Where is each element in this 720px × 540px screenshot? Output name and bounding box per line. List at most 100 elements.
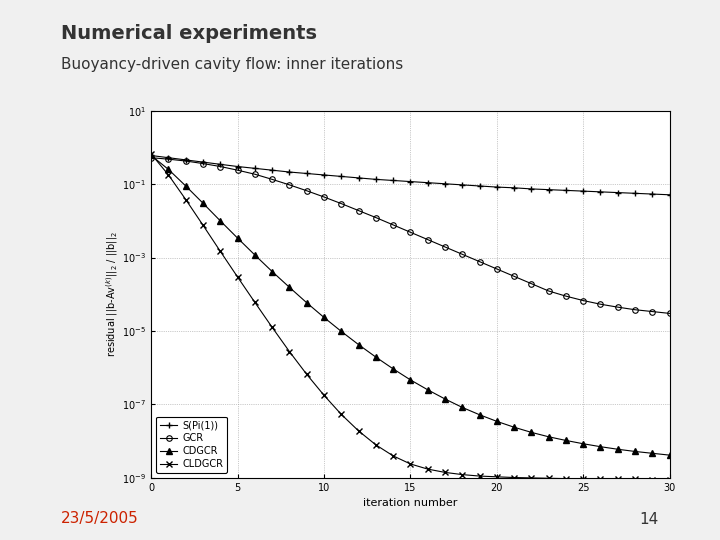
S(Pi(1))	[613, 190, 622, 196]
GCR	[441, 244, 449, 250]
Line: CLDGCR: CLDGCR	[148, 151, 672, 483]
GCR	[579, 298, 588, 304]
CDGCR	[268, 268, 276, 275]
Line: GCR: GCR	[148, 155, 672, 316]
CLDGCR	[337, 411, 346, 417]
CLDGCR	[181, 197, 190, 203]
S(Pi(1))	[596, 188, 605, 195]
S(Pi(1))	[268, 167, 276, 173]
GCR	[423, 237, 432, 243]
CLDGCR	[613, 476, 622, 483]
GCR	[302, 187, 311, 194]
S(Pi(1))	[181, 157, 190, 163]
GCR	[475, 258, 484, 265]
CDGCR	[631, 448, 639, 455]
S(Pi(1))	[475, 183, 484, 189]
S(Pi(1))	[441, 180, 449, 187]
GCR	[251, 171, 259, 178]
S(Pi(1))	[164, 154, 173, 161]
S(Pi(1))	[406, 178, 415, 185]
CLDGCR	[320, 392, 328, 399]
CDGCR	[147, 152, 156, 159]
Legend: S(Pi(1)), GCR, CDGCR, CLDGCR: S(Pi(1)), GCR, CDGCR, CLDGCR	[156, 416, 228, 473]
GCR	[458, 251, 467, 258]
Text: 23/5/2005: 23/5/2005	[61, 511, 139, 526]
GCR	[268, 176, 276, 183]
CLDGCR	[475, 473, 484, 480]
S(Pi(1))	[285, 169, 294, 176]
CDGCR	[164, 166, 173, 173]
CDGCR	[475, 411, 484, 418]
S(Pi(1))	[251, 165, 259, 172]
CLDGCR	[389, 453, 397, 459]
CDGCR	[372, 354, 380, 360]
CLDGCR	[251, 299, 259, 306]
GCR	[181, 158, 190, 164]
S(Pi(1))	[648, 191, 657, 197]
S(Pi(1))	[302, 170, 311, 177]
CDGCR	[302, 300, 311, 306]
GCR	[562, 293, 570, 299]
CDGCR	[562, 437, 570, 444]
CDGCR	[579, 441, 588, 447]
S(Pi(1))	[216, 161, 225, 167]
GCR	[492, 266, 501, 272]
CDGCR	[389, 366, 397, 372]
CLDGCR	[199, 222, 207, 228]
CLDGCR	[164, 172, 173, 178]
CLDGCR	[631, 476, 639, 483]
CLDGCR	[423, 466, 432, 472]
GCR	[613, 304, 622, 310]
S(Pi(1))	[389, 177, 397, 184]
Line: CDGCR: CDGCR	[148, 153, 672, 458]
GCR	[372, 214, 380, 221]
CLDGCR	[147, 151, 156, 157]
CLDGCR	[406, 461, 415, 467]
CDGCR	[510, 424, 518, 430]
GCR	[665, 310, 674, 316]
S(Pi(1))	[562, 187, 570, 194]
S(Pi(1))	[579, 188, 588, 194]
GCR	[596, 301, 605, 307]
CDGCR	[441, 396, 449, 402]
CDGCR	[613, 446, 622, 453]
CDGCR	[354, 341, 363, 348]
GCR	[164, 156, 173, 163]
GCR	[510, 273, 518, 280]
GCR	[406, 229, 415, 235]
S(Pi(1))	[527, 186, 536, 192]
CDGCR	[181, 183, 190, 189]
Text: Buoyancy-driven cavity flow: inner iterations: Buoyancy-driven cavity flow: inner itera…	[61, 57, 403, 72]
GCR	[199, 160, 207, 167]
CLDGCR	[492, 474, 501, 480]
CLDGCR	[527, 475, 536, 481]
CLDGCR	[596, 476, 605, 482]
CLDGCR	[354, 428, 363, 434]
GCR	[527, 280, 536, 287]
CDGCR	[285, 284, 294, 291]
CDGCR	[320, 314, 328, 321]
CLDGCR	[648, 476, 657, 483]
CDGCR	[337, 328, 346, 335]
CDGCR	[251, 252, 259, 258]
GCR	[544, 288, 553, 294]
GCR	[216, 163, 225, 170]
S(Pi(1))	[665, 192, 674, 198]
CLDGCR	[372, 442, 380, 448]
CDGCR	[199, 200, 207, 206]
GCR	[320, 194, 328, 200]
CLDGCR	[216, 248, 225, 254]
CDGCR	[406, 376, 415, 383]
Y-axis label: residual ||b-Av$^{(k)}$||$_2$ / ||b||$_2$: residual ||b-Av$^{(k)}$||$_2$ / ||b||$_2…	[104, 231, 120, 357]
GCR	[648, 308, 657, 315]
S(Pi(1))	[233, 163, 242, 170]
CLDGCR	[665, 476, 674, 483]
Text: Numerical experiments: Numerical experiments	[61, 24, 318, 43]
GCR	[631, 307, 639, 313]
S(Pi(1))	[631, 190, 639, 197]
S(Pi(1))	[544, 186, 553, 193]
CLDGCR	[544, 475, 553, 482]
S(Pi(1))	[510, 185, 518, 191]
CLDGCR	[233, 274, 242, 280]
GCR	[354, 207, 363, 214]
